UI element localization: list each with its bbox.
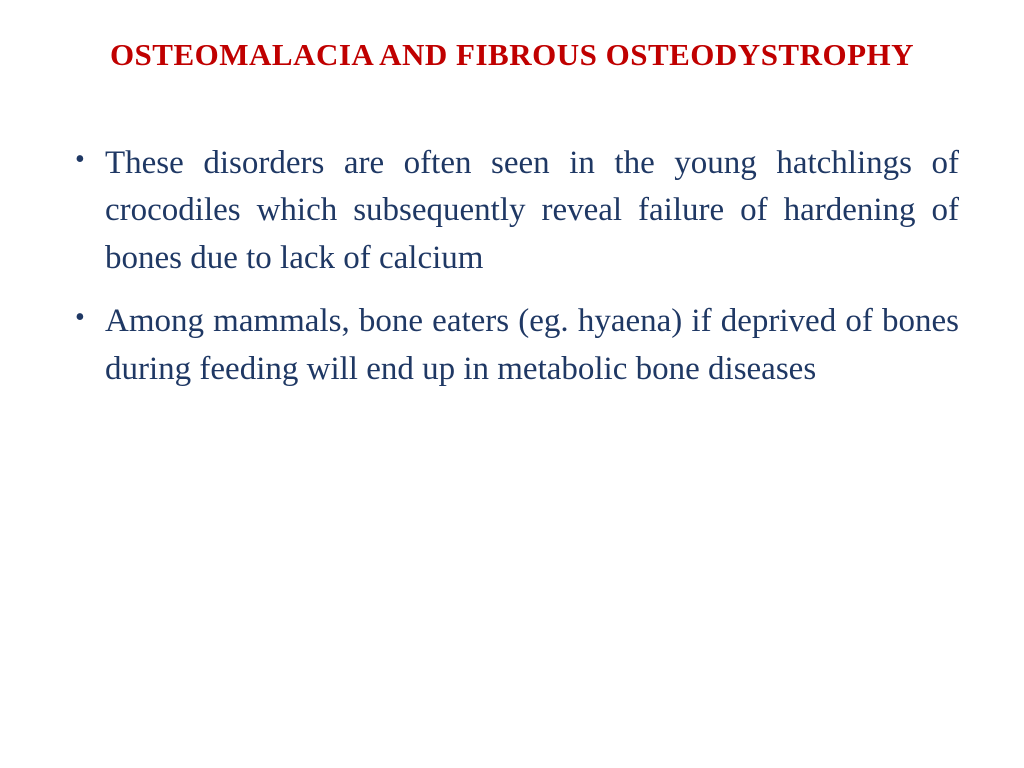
bullet-list: These disorders are often seen in the yo… — [65, 140, 959, 394]
bullet-item: Among mammals, bone eaters (eg. hyaena) … — [65, 298, 959, 394]
bullet-item: These disorders are often seen in the yo… — [65, 140, 959, 284]
slide-title: OSTEOMALACIA AND FIBROUS OSTEODYSTROPHY — [65, 30, 959, 80]
